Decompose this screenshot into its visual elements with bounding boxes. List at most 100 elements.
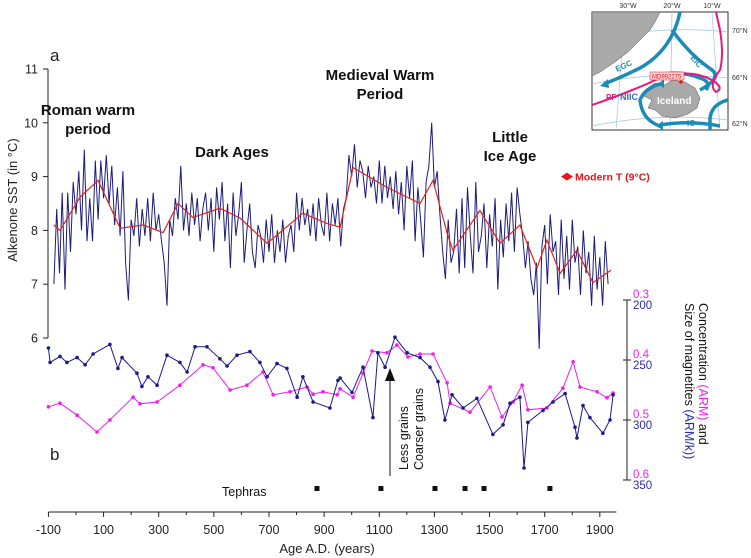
arm-series-point — [58, 401, 62, 406]
armk-series-point — [573, 425, 577, 430]
armk-series-point — [575, 436, 579, 440]
y-axis-label: Alkenone SST (in °C) — [5, 138, 20, 261]
current-irminger — [708, 98, 728, 130]
arm-series-point — [228, 388, 232, 392]
armk-series-point — [58, 354, 62, 359]
armk-series-point — [258, 360, 262, 365]
tephra-marker — [547, 486, 553, 491]
annotation-roman-warm-period: Roman warm — [41, 102, 135, 119]
arm-series-point — [108, 418, 112, 422]
armk-series-point — [581, 403, 585, 408]
arm-series-point — [445, 381, 449, 385]
tephra-marker — [481, 486, 487, 491]
inset-map: 30°W 20°W 10°W 70°N 66°N 62°N EGC EIC NI… — [591, 2, 748, 131]
armk-series-point — [508, 401, 512, 406]
arm-series-point — [561, 386, 565, 391]
armk-series-point — [83, 363, 87, 367]
arm-series-point — [605, 396, 609, 400]
arm-series-point — [468, 410, 472, 415]
x-tick-label: 900 — [314, 523, 335, 537]
arrowhead-icon — [658, 79, 664, 88]
x-tick-label: 1700 — [531, 523, 559, 537]
current-niic — [638, 82, 661, 128]
annotation-little-ice-age: Little — [492, 129, 528, 146]
armk-series-point — [248, 349, 252, 354]
armk-series-point — [443, 418, 447, 422]
armk-series-point — [608, 418, 612, 422]
armk-series-point — [265, 375, 269, 379]
right-tick-label-arm: 0.5 — [633, 409, 649, 421]
arm-series-point — [245, 383, 249, 388]
arm-series-point — [138, 402, 142, 406]
armk-series-point — [601, 431, 605, 436]
y-tick-label: 10 — [24, 116, 38, 130]
arm-series-point — [321, 390, 325, 394]
armk-series-point — [235, 353, 239, 358]
annotation-little-ice-age-2: Ice Age — [484, 148, 537, 165]
arm-series-point — [201, 363, 205, 367]
arrowhead-icon — [656, 121, 663, 130]
armk-series-point — [185, 370, 189, 374]
arm-series-point — [571, 360, 575, 364]
arm-series-point — [131, 395, 135, 400]
arm-series-point — [526, 408, 530, 412]
current-ic — [659, 121, 721, 128]
tephras-label: Tephras — [222, 485, 266, 499]
current-arrowheads — [600, 79, 664, 130]
x-tick-label: 300 — [148, 523, 169, 537]
x-tick-label: 700 — [259, 523, 280, 537]
modern-t-marker: Modern T (9°C) — [561, 172, 650, 184]
armk-series-point — [295, 395, 299, 400]
x-tick-label: 1500 — [476, 523, 504, 537]
arm-series-point — [338, 387, 342, 391]
arm-series-point — [545, 406, 549, 410]
armk-series-point — [108, 342, 112, 347]
map-lat-label: 66°N — [732, 74, 748, 82]
armk-series-point — [165, 353, 169, 358]
arm-series-point — [595, 390, 599, 394]
arm-series-point — [95, 430, 99, 434]
y-tick-label: 11 — [25, 63, 38, 77]
armk-series-point — [436, 379, 440, 384]
annotation-medieval-warm-period: Medieval Warm — [326, 67, 435, 84]
axes: 6 7 8 9 10 11 -100 100 300 500 700 900 1100 1300 1500 1… — [24, 63, 652, 538]
armk-series-point — [611, 393, 615, 397]
y-tick-label: 6 — [31, 332, 38, 346]
x-tick-label: 100 — [93, 523, 114, 537]
y-tick-label: 8 — [31, 224, 38, 238]
map-label-iceland: Iceland — [657, 96, 691, 107]
armk-series-point — [428, 365, 432, 370]
arm-series-point — [155, 400, 159, 404]
x-tick-label: 500 — [203, 523, 224, 537]
arrow-up-icon — [385, 368, 395, 381]
iceland-land — [643, 79, 701, 119]
right-tick-label-armk: 200 — [633, 300, 652, 312]
arm-series-point — [370, 349, 374, 353]
arm-series-point — [520, 383, 524, 388]
right-tick-label-arm: 0.6 — [633, 469, 649, 481]
arrow-label-coarser-grains: Coarser grains — [412, 388, 426, 470]
armk-series-point — [48, 360, 52, 365]
armk-series-point — [501, 423, 505, 427]
right-tick-label-arm: 0.3 — [633, 289, 649, 301]
armk-series-point — [328, 406, 332, 410]
core-label-box — [649, 71, 685, 81]
arm-series-point — [351, 395, 355, 400]
annotation-dark-ages: Dark Ages — [195, 144, 269, 161]
y-tick-label: 9 — [31, 170, 38, 184]
arm-series-point — [271, 393, 275, 397]
map-label-niic: NIIC — [620, 92, 639, 102]
right-axis-label-line-2: Size of magnetites (ARM/k)) — [682, 303, 696, 459]
right-tick-label-armk: 350 — [633, 480, 652, 492]
armk-series-point — [526, 420, 530, 425]
map-lon-label: 10°W — [703, 2, 721, 10]
current-eic — [670, 28, 717, 92]
armk-series-point — [120, 355, 124, 360]
arm-series-point — [578, 385, 582, 389]
arm-series-point — [431, 352, 435, 356]
armk-series-point — [522, 466, 526, 470]
armk-series-point — [350, 390, 354, 395]
greenland-land — [592, 12, 661, 77]
armk-series-point — [563, 391, 567, 396]
armk-series-point — [155, 383, 159, 388]
